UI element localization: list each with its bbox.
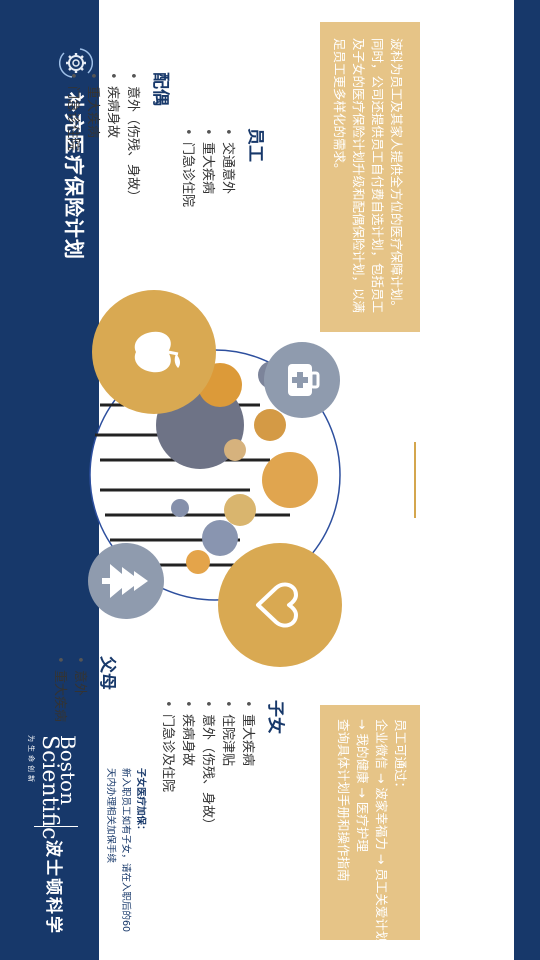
section-title: 配偶 bbox=[150, 72, 170, 106]
list-item: 意外（伤残、身故） bbox=[197, 700, 217, 831]
section-employee: 员工 交通意外 重大疾病 门急诊住院 bbox=[177, 128, 270, 207]
tree-circle bbox=[88, 543, 164, 619]
brand-line2: Scientific bbox=[37, 735, 62, 840]
section-parents: 父母 意外 重大疾病 bbox=[49, 656, 122, 722]
intro-box: 波科为员工及其家人提供全方位的医疗保障计划。同时，公司还提供员工自付费自选计划，… bbox=[320, 22, 420, 332]
list-item: 交通意外 bbox=[217, 128, 237, 207]
note-text: 新入职员工如有子女，请在入职后的60天内办理相关加保手续 bbox=[105, 768, 131, 933]
medical-kit-circle bbox=[264, 342, 340, 418]
heart-icon bbox=[256, 582, 298, 628]
section-spouse: 配偶 意外（伤残、身故） 疾病身故 重大疾病 门急诊住院 bbox=[62, 72, 175, 203]
note-title: 子女医疗加保： bbox=[135, 768, 146, 835]
how-to-line: 员工可通过： bbox=[393, 719, 408, 795]
list-item: 疾病身故 bbox=[177, 700, 197, 831]
brand-tagline: 为生命创新 bbox=[27, 735, 35, 785]
how-to-line: 企业微信 → 波家幸福力 → 员工关爱计划 bbox=[374, 719, 389, 944]
brand-name-cn: 波士顿科学 bbox=[43, 840, 63, 935]
section-children: 子女 重大疾病 住院津贴 意外（伤残、身故） 疾病身故 门急诊及住院 bbox=[157, 700, 290, 831]
section-title: 父母 bbox=[97, 656, 117, 690]
heart-circle bbox=[218, 543, 342, 667]
how-to-line: → 我的健康 → 医疗护理 bbox=[355, 719, 370, 852]
medical-kit-icon bbox=[288, 364, 320, 396]
how-to-line: 查询具体计划手册和操作指南 bbox=[336, 719, 351, 882]
section-title: 员工 bbox=[245, 128, 265, 162]
list-item: 疾病身故 bbox=[102, 72, 122, 203]
apple-circle bbox=[92, 290, 216, 414]
list-item: 门急诊及住院 bbox=[157, 700, 177, 831]
tree-icon bbox=[102, 564, 148, 598]
brand-logo: Boston Scientific 为生命创新 bbox=[27, 735, 80, 840]
list-item: 意外 bbox=[69, 656, 89, 722]
list-item: 住院津贴 bbox=[217, 700, 237, 831]
brand-divider bbox=[34, 826, 78, 827]
list-item: 重大疾病 bbox=[82, 72, 102, 203]
apple-icon bbox=[134, 331, 180, 373]
list-item: 重大疾病 bbox=[237, 700, 257, 831]
list-item: 门急诊住院 bbox=[62, 72, 82, 203]
list-item: 重大疾病 bbox=[49, 656, 69, 722]
list-item: 门急诊住院 bbox=[177, 128, 197, 207]
list-item: 意外（伤残、身故） bbox=[122, 72, 142, 203]
children-note: 子女医疗加保： 新入职员工如有子女，请在入职后的60天内办理相关加保手续 bbox=[103, 768, 148, 938]
gold-divider bbox=[414, 442, 416, 518]
section-title: 子女 bbox=[265, 700, 285, 734]
list-item: 重大疾病 bbox=[197, 128, 217, 207]
how-to-box: 员工可通过： 企业微信 → 波家幸福力 → 员工关爱计划 → 我的健康 → 医疗… bbox=[320, 705, 420, 944]
